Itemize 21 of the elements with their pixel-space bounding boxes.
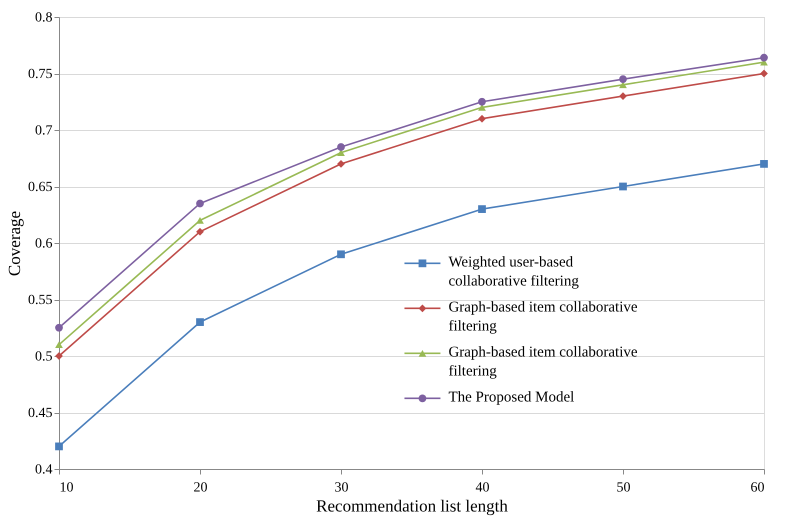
x-tick-label: 40 bbox=[476, 480, 490, 496]
y-tick-label: 0.55 bbox=[28, 293, 52, 308]
y-tick-label: 0.4 bbox=[35, 462, 52, 478]
y-tick-label: 0.6 bbox=[35, 236, 52, 252]
y-tick-label: 0.5 bbox=[35, 350, 52, 364]
legend-label: Graph-based item collaborative filtering bbox=[448, 344, 638, 380]
y-tick-label: 0.75 bbox=[28, 67, 52, 82]
x-tick-label: 20 bbox=[194, 480, 208, 496]
x-axis-title: Recommendation list length bbox=[316, 496, 508, 516]
y-tick-label: 0.65 bbox=[28, 180, 52, 195]
y-tick-label: 0.45 bbox=[28, 406, 52, 421]
y-tick-label: 0.8 bbox=[35, 10, 52, 26]
x-tick-label: 60 bbox=[750, 480, 764, 496]
x-tick-label: 10 bbox=[60, 480, 74, 496]
x-tick-label: 50 bbox=[616, 480, 630, 496]
x-tick-label: 30 bbox=[334, 480, 348, 496]
legend-label: Graph-based item collaborative filtering bbox=[448, 299, 638, 334]
legend-label: Weighted user-based collaborative filtering bbox=[448, 254, 580, 290]
y-axis-title: Coverage bbox=[5, 210, 24, 276]
legend-label: The Proposed Model bbox=[448, 389, 574, 406]
y-tick-label: 0.7 bbox=[35, 124, 52, 138]
